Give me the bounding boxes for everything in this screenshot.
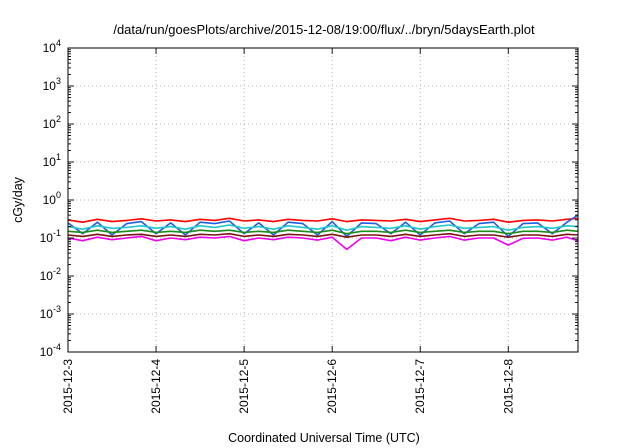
x-tick-label: 2015-12-7 — [413, 359, 427, 414]
series-line-4 — [67, 229, 579, 235]
y-tick-label: 101 — [43, 152, 61, 169]
x-tick-label: 2015-12-4 — [149, 359, 163, 414]
y-axis-label: cGy/day — [11, 176, 25, 223]
x-tick-label: 2015-12-3 — [61, 359, 75, 414]
x-tick-label: 2015-12-5 — [237, 359, 251, 414]
x-tick-label: 2015-12-8 — [501, 359, 515, 414]
y-tick-labels: 10-4 10-3 10-2 10-1 100 101 102 103 104 — [40, 38, 61, 359]
x-axis-label: Coordinated Universal Time (UTC) — [228, 431, 420, 445]
x-tick-label: 2015-12-6 — [325, 359, 339, 414]
series-line-5 — [67, 232, 579, 238]
tick-layer — [67, 47, 578, 353]
series-line-3 — [67, 224, 579, 231]
series-line-1 — [67, 217, 579, 223]
y-tick-label: 10-1 — [40, 228, 61, 245]
y-tick-label: 10-4 — [40, 342, 61, 359]
y-tick-label: 102 — [43, 114, 61, 131]
series-layer — [67, 214, 579, 251]
y-tick-label: 104 — [43, 38, 61, 55]
y-tick-label: 100 — [43, 190, 61, 207]
y-tick-label: 103 — [43, 76, 61, 93]
chart-title: /data/run/goesPlots/archive/2015-12-08/1… — [113, 22, 535, 37]
y-tick-label: 10-3 — [40, 304, 61, 321]
y-tick-label: 10-2 — [40, 266, 61, 283]
grid-layer — [68, 48, 578, 352]
x-tick-labels: 2015-12-3 2015-12-4 2015-12-5 2015-12-6 2015… — [61, 359, 515, 414]
series-line-6 — [67, 235, 579, 251]
